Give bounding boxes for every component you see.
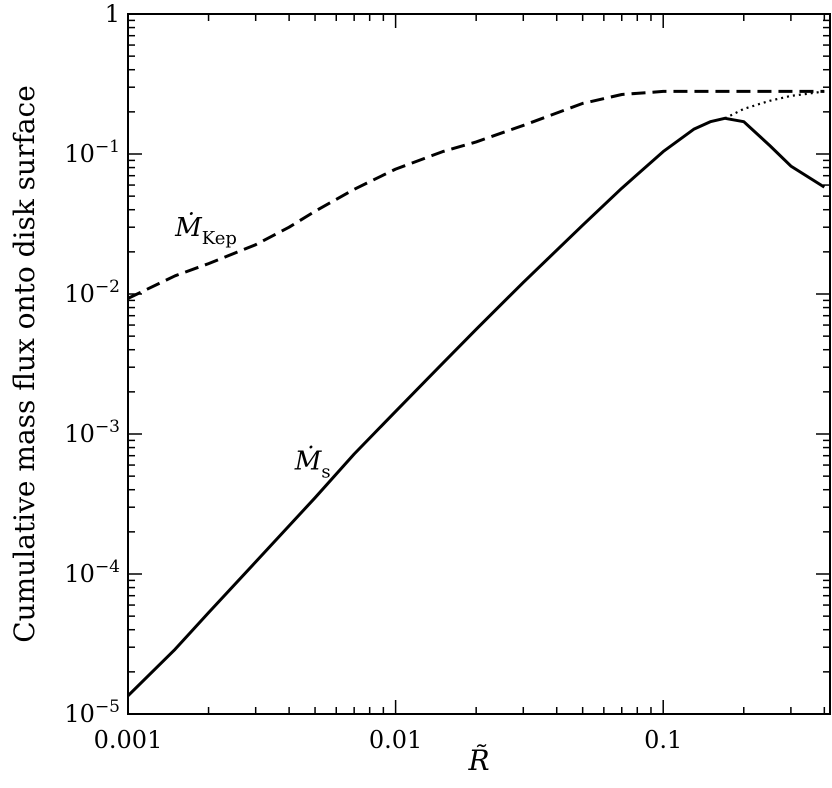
annotation: ṀKep xyxy=(174,212,237,249)
series xyxy=(126,89,826,697)
series-line-dotted xyxy=(724,90,825,120)
annotation: Ṁs xyxy=(294,445,331,482)
tick-mantissa: 10 xyxy=(64,560,95,588)
y-axis-label: Cumulative mass flux onto disk surface xyxy=(8,85,41,643)
tick-exponent: −3 xyxy=(95,417,120,437)
tick-exponent: −2 xyxy=(95,277,120,297)
tick-exponent: −4 xyxy=(95,557,120,577)
y-tick-label: 10−2 xyxy=(64,277,120,308)
tick-exponent: −1 xyxy=(95,137,120,157)
annotation-subscript: s xyxy=(321,461,330,482)
tick-mantissa: 10 xyxy=(64,280,95,308)
y-tick-label: 10−5 xyxy=(64,697,120,728)
series-line-solid xyxy=(126,116,826,697)
x-axis-label: R̃ xyxy=(467,744,489,777)
y-tick-label: 1 xyxy=(105,0,120,28)
series-line-dashed xyxy=(127,89,825,300)
x-tick-label: 0.001 xyxy=(94,726,163,754)
tick-mantissa: 10 xyxy=(64,420,95,448)
annotation-symbol: Ṁ xyxy=(294,445,323,476)
annotation-symbol: Ṁ xyxy=(174,212,203,243)
y-tick-label: 10−4 xyxy=(64,557,120,588)
annotation-subscript: Kep xyxy=(202,228,237,249)
tick-mantissa: 1 xyxy=(105,0,120,28)
y-tick-label: 10−3 xyxy=(64,417,120,448)
plot-area xyxy=(127,13,831,715)
tick-exponent: −5 xyxy=(95,697,120,717)
x-tick-label: 0.1 xyxy=(644,726,682,754)
x-tick-label: 0.01 xyxy=(369,726,422,754)
tick-mantissa: 10 xyxy=(64,140,95,168)
tick-mantissa: 10 xyxy=(64,700,95,728)
y-tick-label: 10−1 xyxy=(64,137,120,168)
